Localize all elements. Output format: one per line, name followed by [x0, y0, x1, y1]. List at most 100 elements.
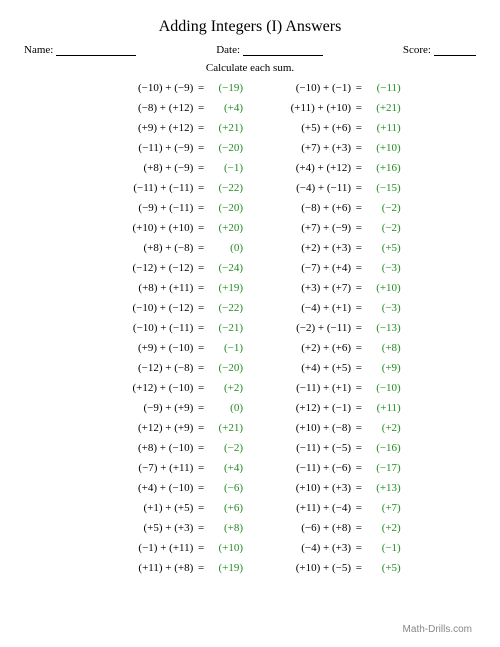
problem-expression: (+8) + (−10) — [99, 443, 193, 454]
name-label: Name: — [24, 44, 53, 56]
problem-answer: (−15) — [367, 183, 401, 194]
equals-sign: = — [193, 383, 209, 394]
problem-answer: (+6) — [209, 503, 243, 514]
problem-answer: (+19) — [209, 283, 243, 294]
problem-answer: (+5) — [367, 563, 401, 574]
problem-answer: (−3) — [367, 303, 401, 314]
problem-expression: (−8) + (+12) — [99, 103, 193, 114]
equals-sign: = — [193, 143, 209, 154]
problem-expression: (+8) + (+11) — [99, 283, 193, 294]
problem-answer: (+16) — [367, 163, 401, 174]
problem-expression: (−11) + (−6) — [257, 463, 351, 474]
equals-sign: = — [193, 263, 209, 274]
equals-sign: = — [351, 443, 367, 454]
equals-sign: = — [351, 163, 367, 174]
problem-answer: (−1) — [209, 343, 243, 354]
footer-credit: Math-Drills.com — [24, 622, 476, 639]
equals-sign: = — [193, 503, 209, 514]
equals-sign: = — [351, 363, 367, 374]
equals-sign: = — [351, 403, 367, 414]
problem-answer: (−2) — [367, 203, 401, 214]
problem-answer: (−19) — [209, 83, 243, 94]
column-right: (−10) + (−1) = (−11)(+11) + (+10) = (+21… — [257, 78, 401, 622]
problem-expression: (−8) + (+6) — [257, 203, 351, 214]
problem-expression: (−10) + (−11) — [99, 323, 193, 334]
equals-sign: = — [351, 243, 367, 254]
problem-expression: (+12) + (−1) — [257, 403, 351, 414]
problem-answer: (−6) — [209, 483, 243, 494]
date-field: Date: — [216, 44, 323, 56]
problem-row: (−9) + (+9) = (0) — [99, 398, 243, 418]
problem-row: (−11) + (−6) = (−17) — [257, 458, 401, 478]
equals-sign: = — [351, 223, 367, 234]
problem-expression: (+3) + (+7) — [257, 283, 351, 294]
problem-expression: (+10) + (−5) — [257, 563, 351, 574]
problem-answer: (0) — [209, 403, 243, 414]
problem-row: (+8) + (−9) = (−1) — [99, 158, 243, 178]
problem-row: (+10) + (−8) = (+2) — [257, 418, 401, 438]
problem-row: (+7) + (+3) = (+10) — [257, 138, 401, 158]
problem-row: (−12) + (−8) = (−20) — [99, 358, 243, 378]
problem-row: (−1) + (+11) = (+10) — [99, 538, 243, 558]
problem-row: (−11) + (−11) = (−22) — [99, 178, 243, 198]
problem-row: (−8) + (+12) = (+4) — [99, 98, 243, 118]
equals-sign: = — [193, 363, 209, 374]
equals-sign: = — [351, 103, 367, 114]
equals-sign: = — [193, 543, 209, 554]
problem-answer: (−16) — [367, 443, 401, 454]
problem-row: (+9) + (−10) = (−1) — [99, 338, 243, 358]
problem-answer: (−3) — [367, 263, 401, 274]
problem-row: (+8) + (−8) = (0) — [99, 238, 243, 258]
problem-row: (+12) + (+9) = (+21) — [99, 418, 243, 438]
problem-answer: (+20) — [209, 223, 243, 234]
equals-sign: = — [351, 203, 367, 214]
problem-row: (+5) + (+3) = (+8) — [99, 518, 243, 538]
problem-expression: (+8) + (−8) — [99, 243, 193, 254]
problem-expression: (−12) + (−8) — [99, 363, 193, 374]
problem-expression: (−6) + (+8) — [257, 523, 351, 534]
equals-sign: = — [351, 523, 367, 534]
problem-row: (+8) + (−10) = (−2) — [99, 438, 243, 458]
problem-row: (−4) + (−11) = (−15) — [257, 178, 401, 198]
problem-answer: (+4) — [209, 463, 243, 474]
problem-expression: (−2) + (−11) — [257, 323, 351, 334]
problem-answer: (+10) — [367, 143, 401, 154]
problem-expression: (+4) + (+12) — [257, 163, 351, 174]
equals-sign: = — [193, 203, 209, 214]
equals-sign: = — [193, 483, 209, 494]
equals-sign: = — [351, 503, 367, 514]
problem-row: (+1) + (+5) = (+6) — [99, 498, 243, 518]
problem-answer: (+21) — [209, 423, 243, 434]
problem-answer: (−1) — [367, 543, 401, 554]
header-row: Name: Date: Score: — [24, 44, 476, 56]
problem-row: (−8) + (+6) = (−2) — [257, 198, 401, 218]
problem-answer: (+19) — [209, 563, 243, 574]
problem-row: (−4) + (+3) = (−1) — [257, 538, 401, 558]
problem-expression: (+10) + (+10) — [99, 223, 193, 234]
page-title: Adding Integers (I) Answers — [24, 18, 476, 36]
problem-expression: (+8) + (−9) — [99, 163, 193, 174]
date-underline — [243, 44, 323, 56]
problem-answer: (−22) — [209, 303, 243, 314]
problem-row: (+10) + (+10) = (+20) — [99, 218, 243, 238]
problem-row: (−4) + (+1) = (−3) — [257, 298, 401, 318]
problem-answer: (−1) — [209, 163, 243, 174]
problem-expression: (+7) + (+3) — [257, 143, 351, 154]
problem-expression: (+1) + (+5) — [99, 503, 193, 514]
equals-sign: = — [193, 303, 209, 314]
equals-sign: = — [193, 423, 209, 434]
problem-expression: (+10) + (−8) — [257, 423, 351, 434]
problem-expression: (−11) + (−5) — [257, 443, 351, 454]
problem-answer: (+21) — [209, 123, 243, 134]
score-field: Score: — [403, 44, 476, 56]
subtitle: Calculate each sum. — [24, 62, 476, 74]
problem-row: (+11) + (+8) = (+19) — [99, 558, 243, 578]
problem-row: (+2) + (+3) = (+5) — [257, 238, 401, 258]
problem-answer: (+11) — [367, 123, 401, 134]
problem-answer: (−20) — [209, 143, 243, 154]
equals-sign: = — [351, 283, 367, 294]
equals-sign: = — [193, 163, 209, 174]
problem-row: (−9) + (−11) = (−20) — [99, 198, 243, 218]
equals-sign: = — [193, 403, 209, 414]
problem-expression: (+7) + (−9) — [257, 223, 351, 234]
